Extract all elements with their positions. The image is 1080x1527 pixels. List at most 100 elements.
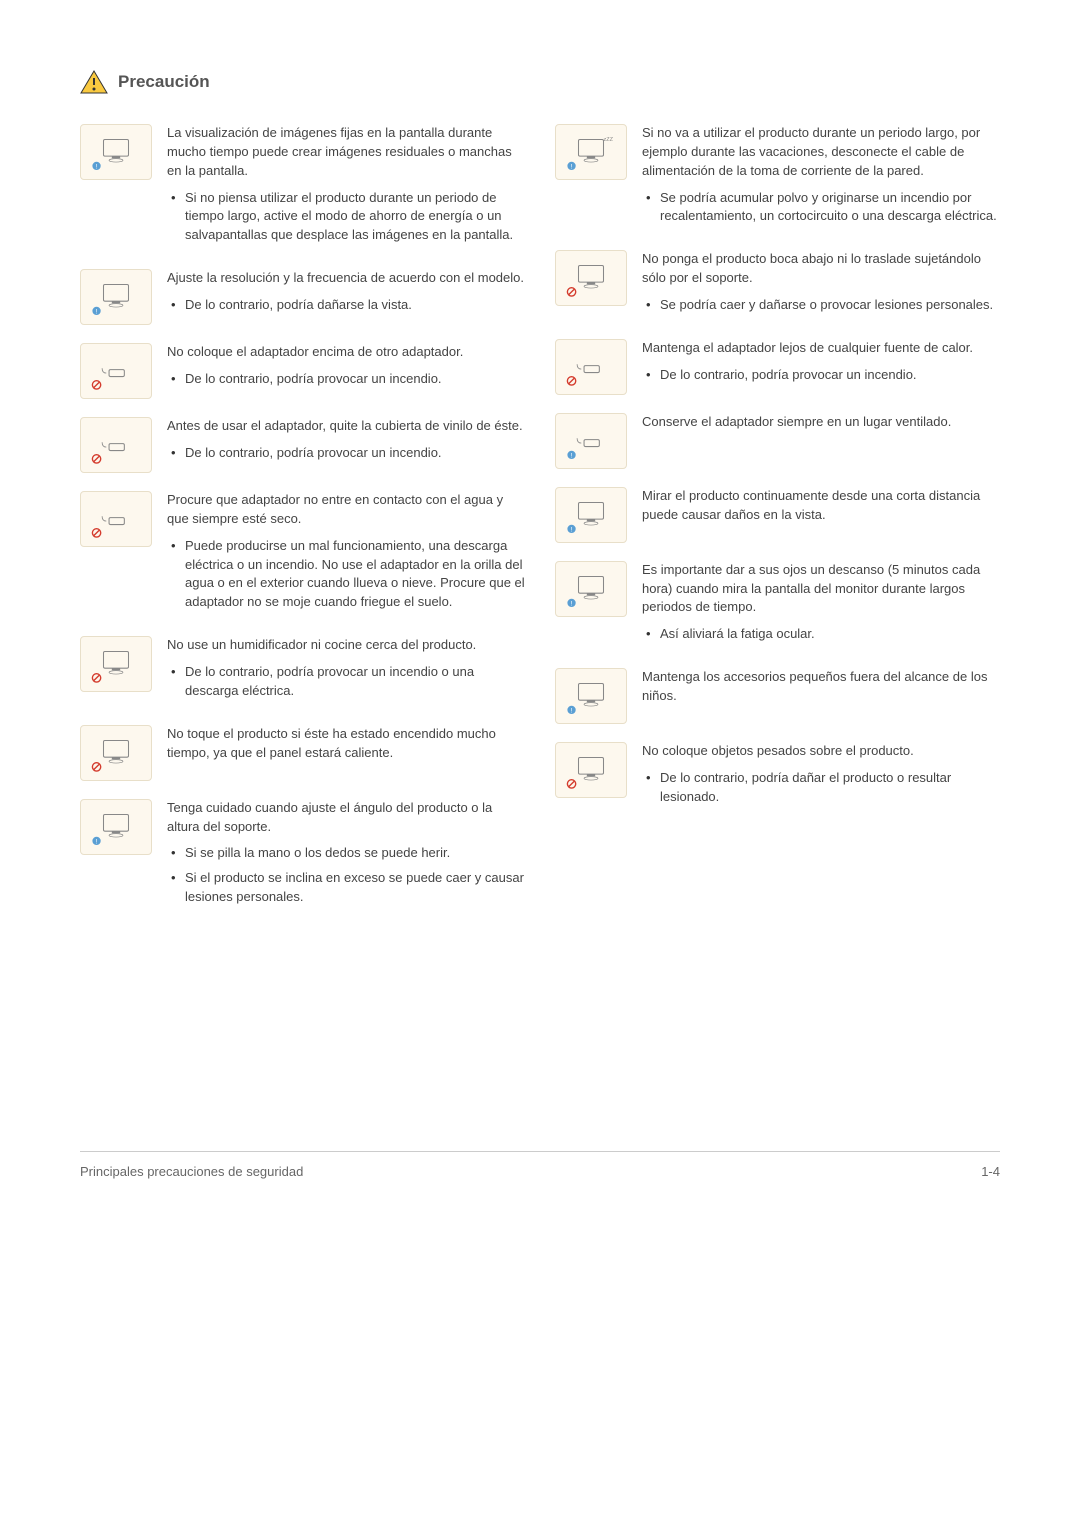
warning-bullet-list: Se podría caer y dañarse o provocar lesi… bbox=[642, 296, 1000, 315]
warning-bullet: Así aliviará la fatiga ocular. bbox=[642, 625, 1000, 644]
upside-down-icon bbox=[555, 250, 627, 306]
warning-bullet: Si se pilla la mano o los dedos se puede… bbox=[167, 844, 525, 863]
warning-icon-box: zZZ! bbox=[555, 124, 627, 232]
heavy-object-icon bbox=[555, 742, 627, 798]
warning-item: No ponga el producto boca abajo ni lo tr… bbox=[555, 250, 1000, 321]
warning-main-text: No toque el producto si éste ha estado e… bbox=[167, 725, 525, 763]
warning-icon-box bbox=[80, 491, 152, 618]
warning-icon-box: ! bbox=[555, 668, 627, 724]
warning-main-text: Tenga cuidado cuando ajuste el ángulo de… bbox=[167, 799, 525, 837]
hot-panel-icon bbox=[80, 725, 152, 781]
warning-icon-box: ! bbox=[555, 487, 627, 543]
warning-icon-box bbox=[80, 636, 152, 707]
warning-text: Es importante dar a sus ojos un descanso… bbox=[642, 561, 1000, 650]
warning-item: zZZ! Si no va a utilizar el producto dura… bbox=[555, 124, 1000, 232]
warning-icon-box bbox=[555, 742, 627, 813]
warning-icon-box bbox=[80, 725, 152, 781]
warning-item: ! Mantenga los accesorios pequeños fuera … bbox=[555, 668, 1000, 724]
warning-bullet: Puede producirse un mal funcionamiento, … bbox=[167, 537, 525, 612]
warning-text: No toque el producto si éste ha estado e… bbox=[167, 725, 525, 781]
warning-bullet-list: Se podría acumular polvo y originarse un… bbox=[642, 189, 1000, 227]
eye-rest-icon: ! bbox=[555, 561, 627, 617]
warning-main-text: No coloque objetos pesados sobre el prod… bbox=[642, 742, 1000, 761]
warning-item: ! Tenga cuidado cuando ajuste el ángulo d… bbox=[80, 799, 525, 913]
warning-bullet-list: Así aliviará la fatiga ocular. bbox=[642, 625, 1000, 644]
warnings-columns: ! La visualización de imágenes fijas en l… bbox=[80, 124, 1000, 931]
column-left: ! La visualización de imágenes fijas en l… bbox=[80, 124, 525, 931]
warning-main-text: Antes de usar el adaptador, quite la cub… bbox=[167, 417, 525, 436]
warning-item: ! La visualización de imágenes fijas en l… bbox=[80, 124, 525, 251]
warning-item: No use un humidificador ni cocine cerca … bbox=[80, 636, 525, 707]
warning-bullet-list: De lo contrario, podría provocar un ince… bbox=[167, 663, 525, 701]
warning-bullet: Se podría caer y dañarse o provocar lesi… bbox=[642, 296, 1000, 315]
warning-icon-box bbox=[80, 417, 152, 473]
column-right: zZZ! Si no va a utilizar el producto dura… bbox=[555, 124, 1000, 931]
warning-bullet: Si el producto se inclina en exceso se p… bbox=[167, 869, 525, 907]
warning-bullet-list: De lo contrario, podría provocar un ince… bbox=[167, 444, 525, 463]
warning-bullet: De lo contrario, podría dañarse la vista… bbox=[167, 296, 525, 315]
sleep-unplug-icon: zZZ! bbox=[555, 124, 627, 180]
warning-text: Procure que adaptador no entre en contac… bbox=[167, 491, 525, 618]
warning-bullet: De lo contrario, podría provocar un ince… bbox=[167, 370, 525, 389]
svg-text:!: ! bbox=[96, 838, 98, 845]
svg-text:!: ! bbox=[571, 452, 573, 459]
warning-item: Procure que adaptador no entre en contac… bbox=[80, 491, 525, 618]
warning-icon-box: ! bbox=[80, 799, 152, 913]
warning-main-text: No use un humidificador ni cocine cerca … bbox=[167, 636, 525, 655]
warning-bullet: De lo contrario, podría dañar el product… bbox=[642, 769, 1000, 807]
svg-text:!: ! bbox=[571, 164, 573, 171]
adapter-water-icon bbox=[80, 491, 152, 547]
warning-text: No coloque objetos pesados sobre el prod… bbox=[642, 742, 1000, 813]
warning-bullet-list: De lo contrario, podría dañarse la vista… bbox=[167, 296, 525, 315]
warning-main-text: Es importante dar a sus ojos un descanso… bbox=[642, 561, 1000, 618]
adjust-angle-icon: ! bbox=[80, 799, 152, 855]
warning-item: ! Es importante dar a sus ojos un descans… bbox=[555, 561, 1000, 650]
warning-bullet: Se podría acumular polvo y originarse un… bbox=[642, 189, 1000, 227]
warning-main-text: Mirar el producto continuamente desde un… bbox=[642, 487, 1000, 525]
warning-item: No toque el producto si éste ha estado e… bbox=[80, 725, 525, 781]
warning-main-text: No ponga el producto boca abajo ni lo tr… bbox=[642, 250, 1000, 288]
warning-bullet-list: Si se pilla la mano o los dedos se puede… bbox=[167, 844, 525, 907]
svg-text:!: ! bbox=[96, 164, 98, 171]
warning-bullet: De lo contrario, podría provocar un ince… bbox=[167, 444, 525, 463]
caution-title: Precaución bbox=[118, 72, 210, 92]
warning-item: Antes de usar el adaptador, quite la cub… bbox=[80, 417, 525, 473]
warning-icon-box: ! bbox=[80, 269, 152, 325]
svg-text:!: ! bbox=[571, 600, 573, 607]
adapter-stack-icon bbox=[80, 343, 152, 399]
warning-text: Conserve el adaptador siempre en un luga… bbox=[642, 413, 1000, 469]
warning-bullet-list: De lo contrario, podría provocar un ince… bbox=[167, 370, 525, 389]
warning-text: Ajuste la resolución y la frecuencia de … bbox=[167, 269, 525, 325]
warning-main-text: Mantenga el adaptador lejos de cualquier… bbox=[642, 339, 1000, 358]
warning-bullet: Si no piensa utilizar el producto durant… bbox=[167, 189, 525, 246]
adapter-ventilated-icon: ! bbox=[555, 413, 627, 469]
warning-text: No coloque el adaptador encima de otro a… bbox=[167, 343, 525, 399]
warning-icon-box: ! bbox=[80, 124, 152, 251]
warning-text: Antes de usar el adaptador, quite la cub… bbox=[167, 417, 525, 473]
warning-triangle-icon bbox=[80, 70, 108, 94]
eye-distance-icon: ! bbox=[555, 487, 627, 543]
warning-text: Mantenga los accesorios pequeños fuera d… bbox=[642, 668, 1000, 724]
warning-main-text: Conserve el adaptador siempre en un luga… bbox=[642, 413, 1000, 432]
warning-main-text: Mantenga los accesorios pequeños fuera d… bbox=[642, 668, 1000, 706]
caution-header: Precaución bbox=[80, 70, 1000, 94]
monitor-burn-in-icon: ! bbox=[80, 124, 152, 180]
warning-icon-box: ! bbox=[555, 413, 627, 469]
warning-icon-box bbox=[80, 343, 152, 399]
warning-bullet-list: De lo contrario, podría dañar el product… bbox=[642, 769, 1000, 807]
warning-text: La visualización de imágenes fijas en la… bbox=[167, 124, 525, 251]
svg-text:!: ! bbox=[571, 708, 573, 715]
warning-item: ! Mirar el producto continuamente desde u… bbox=[555, 487, 1000, 543]
warning-main-text: No coloque el adaptador encima de otro a… bbox=[167, 343, 525, 362]
warning-text: Si no va a utilizar el producto durante … bbox=[642, 124, 1000, 232]
adapter-vinyl-icon bbox=[80, 417, 152, 473]
adapter-heat-icon bbox=[555, 339, 627, 395]
small-parts-icon: ! bbox=[555, 668, 627, 724]
warning-main-text: Procure que adaptador no entre en contac… bbox=[167, 491, 525, 529]
warning-text: Mirar el producto continuamente desde un… bbox=[642, 487, 1000, 543]
warning-icon-box: ! bbox=[555, 561, 627, 650]
warning-bullet-list: De lo contrario, podría provocar un ince… bbox=[642, 366, 1000, 385]
warning-bullet-list: Puede producirse un mal funcionamiento, … bbox=[167, 537, 525, 612]
svg-text:zZZ: zZZ bbox=[604, 137, 614, 143]
warning-bullet: De lo contrario, podría provocar un ince… bbox=[167, 663, 525, 701]
